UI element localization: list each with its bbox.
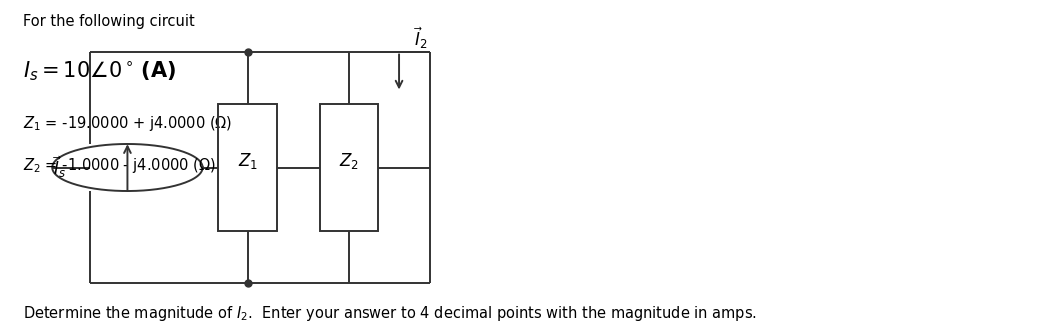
Text: $\vec{I}_2$: $\vec{I}_2$	[414, 26, 428, 51]
Text: Determine the magnitude of $I_2$.  Enter your answer to 4 decimal points with th: Determine the magnitude of $I_2$. Enter …	[23, 304, 757, 323]
Text: $Z_1$: $Z_1$	[238, 151, 258, 171]
Text: $Z_2$ = -1.0000 - j4.0000 ($\Omega$): $Z_2$ = -1.0000 - j4.0000 ($\Omega$)	[23, 156, 216, 175]
Text: For the following circuit: For the following circuit	[23, 14, 195, 29]
Text: $I_s = 10\angle0^\circ\,$(A): $I_s = 10\angle0^\circ\,$(A)	[23, 60, 176, 83]
Text: $\vec{I}_s$: $\vec{I}_s$	[54, 155, 66, 180]
Text: $Z_2$: $Z_2$	[339, 151, 359, 171]
Text: $Z_1$ = -19.0000 + j4.0000 ($\Omega$): $Z_1$ = -19.0000 + j4.0000 ($\Omega$)	[23, 114, 233, 133]
